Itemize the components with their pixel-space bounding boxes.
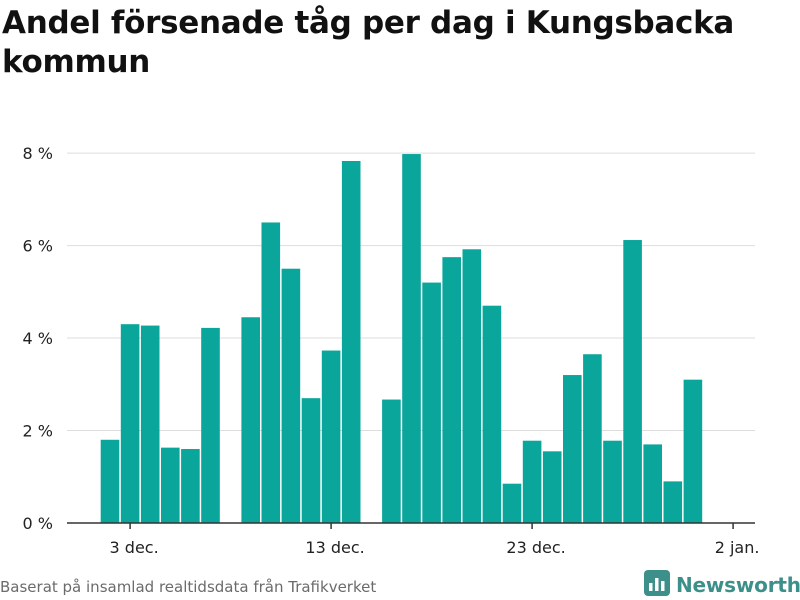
- bar: [241, 317, 260, 523]
- x-tick-label: 23 dec.: [506, 538, 565, 557]
- bar: [643, 444, 662, 523]
- x-axis: [67, 522, 755, 529]
- bar: [201, 327, 220, 523]
- bar: [120, 324, 140, 523]
- bar: [502, 483, 522, 523]
- bar: [683, 379, 703, 523]
- bar: [261, 222, 281, 523]
- bar-chart-logo-icon: [644, 570, 670, 600]
- y-axis-tick-labels: 0 % 2 % 4 % 6 % 8 %: [23, 144, 53, 533]
- bar: [482, 305, 502, 523]
- y-tick-label: 6 %: [23, 237, 53, 256]
- chart-title: Andel försenade tåg per dag i Kungsbacka…: [2, 5, 735, 80]
- y-tick-label: 0 %: [23, 514, 53, 533]
- bar: [603, 440, 622, 523]
- x-axis-tick-labels: 3 dec. 13 dec. 23 dec. 2 jan.: [110, 538, 760, 557]
- bar: [301, 398, 321, 523]
- brand[interactable]: Newsworthy: [644, 570, 800, 600]
- bar: [522, 440, 542, 523]
- bar: [563, 375, 582, 523]
- source-note: Baserat på insamlad realtidsdata från Tr…: [0, 578, 377, 596]
- bar: [341, 160, 361, 523]
- bars: [100, 154, 703, 524]
- brand-name: Newsworthy: [676, 573, 800, 597]
- y-tick-label: 4 %: [23, 329, 53, 348]
- bar: [462, 249, 482, 524]
- bar: [382, 399, 401, 523]
- bar: [623, 240, 642, 524]
- bar: [281, 268, 301, 523]
- x-tick-label: 2 jan.: [715, 538, 760, 557]
- bar: [442, 257, 461, 523]
- bar: [140, 325, 160, 523]
- bar: [100, 439, 120, 523]
- bar: [583, 354, 602, 523]
- bar: [663, 481, 683, 523]
- bar: [422, 282, 441, 523]
- y-tick-label: 2 %: [23, 422, 53, 441]
- bar: [402, 154, 421, 523]
- bar: [161, 447, 180, 523]
- bar: [321, 350, 341, 523]
- bar: [181, 449, 200, 523]
- bar: [542, 451, 562, 523]
- x-tick-label: 3 dec.: [110, 538, 159, 557]
- x-tick-label: 13 dec.: [305, 538, 364, 557]
- y-tick-label: 8 %: [23, 144, 53, 163]
